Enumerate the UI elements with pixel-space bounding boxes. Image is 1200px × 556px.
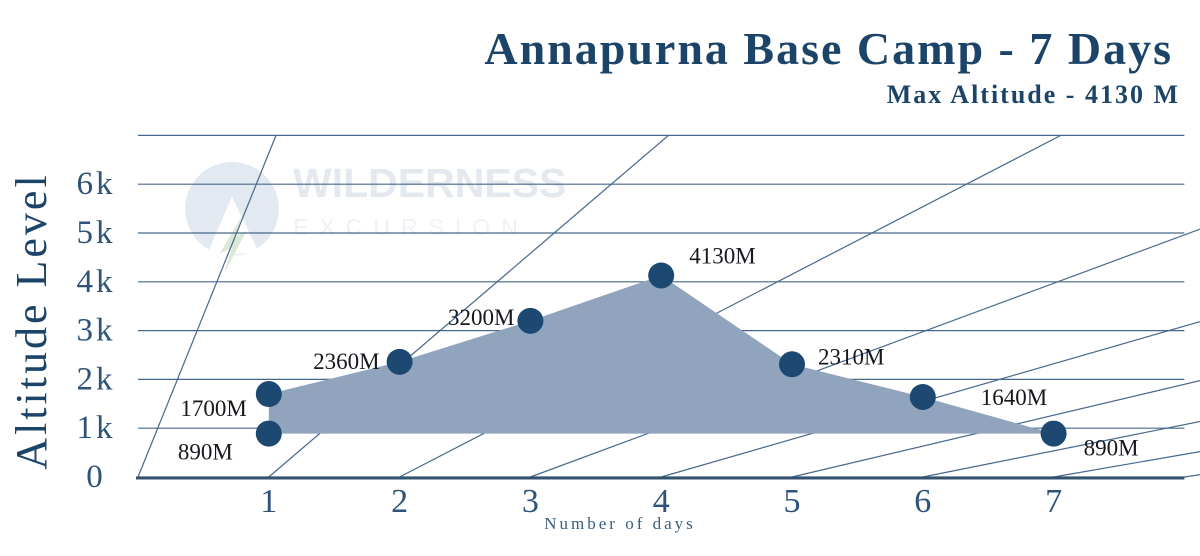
y-tick-label: 0 <box>86 459 106 495</box>
altitude-point-dot <box>1040 420 1067 447</box>
chart-subtitle: Max Altitude - 4130 M <box>886 80 1180 109</box>
altitude-point-label: 2310M <box>818 344 884 369</box>
altitude-point-dot <box>255 381 282 408</box>
y-tick-label: 4k <box>77 264 116 300</box>
grid-line-vertical <box>791 379 1200 478</box>
x-tick-label: 5 <box>784 483 801 520</box>
y-axis-title: Altitude Level <box>7 172 56 470</box>
altitude-point-label: 3200M <box>448 305 514 330</box>
grid-line-vertical <box>137 135 277 478</box>
altitude-point-dot <box>648 262 675 289</box>
altitude-point-dot <box>909 383 936 410</box>
y-tick-label: 5k <box>77 215 116 251</box>
x-tick-label: 3 <box>522 483 539 520</box>
x-axis-title: Number of days <box>544 514 696 533</box>
altitude-point-label: 890M <box>178 440 233 465</box>
chart-title: Annapurna Base Camp - 7 Days <box>484 23 1173 74</box>
y-tick-label: 6k <box>77 166 116 202</box>
altitude-point-label: 1640M <box>981 385 1047 410</box>
x-tick-label: 2 <box>391 483 408 520</box>
altitude-point-dot <box>517 307 544 334</box>
altitude-point-dot <box>779 351 805 378</box>
x-tick-label: 1 <box>260 483 277 520</box>
y-tick-label: 1k <box>77 410 116 446</box>
altitude-point-label: 1700M <box>180 396 246 421</box>
altitude-point-dot <box>255 420 282 447</box>
altitude-point-label: 2360M <box>313 349 379 374</box>
y-tick-label: 2k <box>77 361 116 397</box>
y-tick-label: 3k <box>77 313 116 349</box>
watermark-brand: WILDERNESS <box>293 160 567 206</box>
x-tick-label: 6 <box>914 483 931 520</box>
altitude-point-label: 890M <box>1084 436 1139 461</box>
x-tick-label: 7 <box>1045 483 1062 520</box>
watermark-brand-sub: EXCURSION <box>293 214 529 240</box>
altitude-point-dot <box>386 348 413 375</box>
grid-line-vertical <box>1184 474 1200 478</box>
altitude-area-fill <box>268 275 1054 434</box>
x-tick-label: 4 <box>653 483 670 520</box>
altitude-point-label: 4130M <box>689 243 755 268</box>
